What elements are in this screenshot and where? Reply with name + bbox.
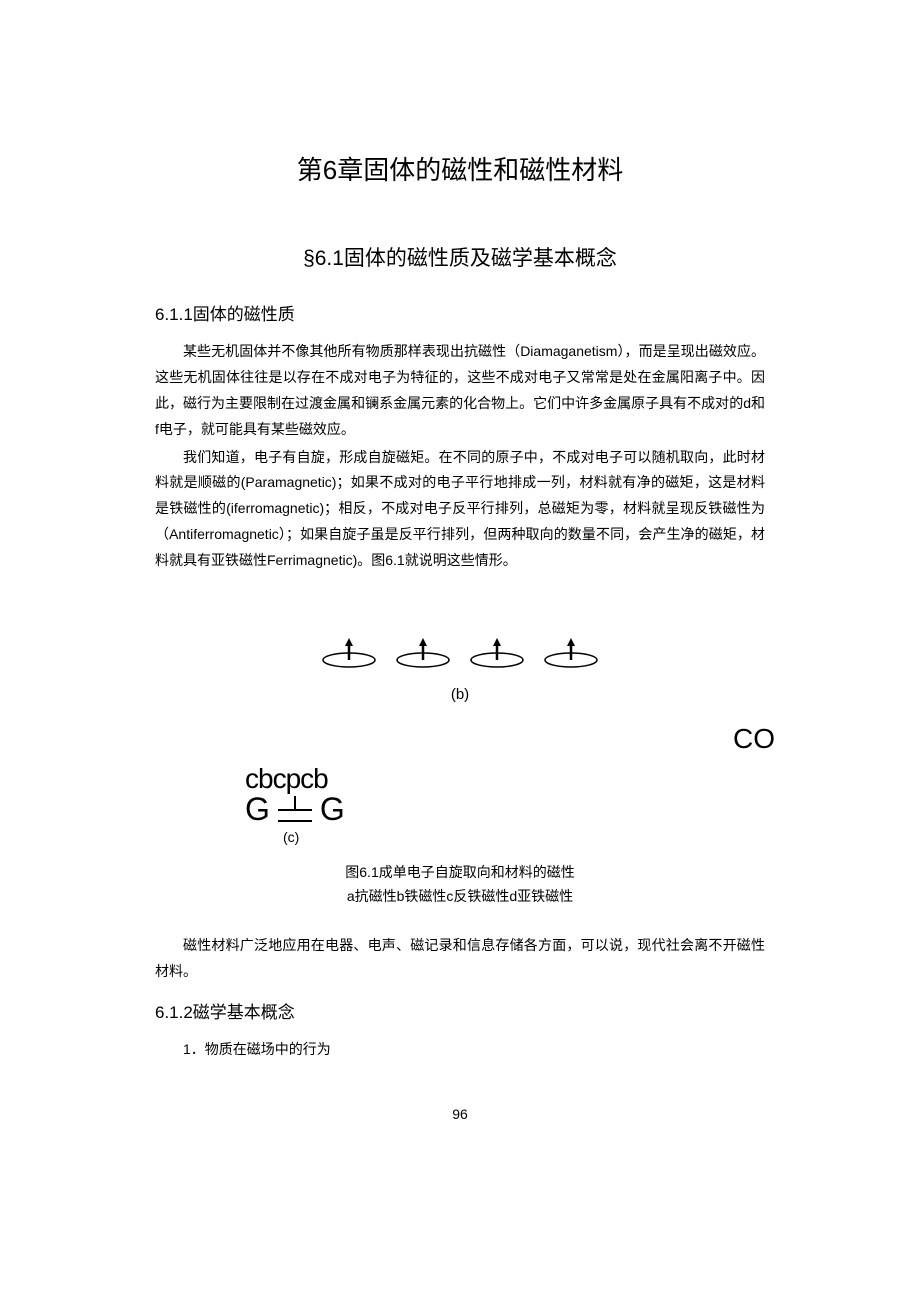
list-item-1: 1．物质在磁场中的行为 bbox=[155, 1037, 765, 1063]
paragraph-3: 磁性材料广泛地应用在电器、电声、磁记录和信息存储各方面，可以说，现代社会离不开磁… bbox=[155, 933, 765, 985]
spin-row-b bbox=[155, 634, 765, 674]
chapter-title: 第6章固体的磁性和磁性材料 bbox=[155, 150, 765, 187]
g-plusminus-g: G G bbox=[245, 791, 345, 828]
figure-label-b: (b) bbox=[155, 686, 765, 703]
plus-minus-icon bbox=[272, 796, 318, 824]
page-content: 第6章固体的磁性和磁性材料 §6.1固体的磁性质及磁学基本概念 6.1.1固体的… bbox=[0, 0, 920, 1063]
subsection-6-1-1: 6.1.1固体的磁性质 bbox=[155, 300, 765, 325]
page-number: 96 bbox=[0, 1106, 920, 1122]
co-text: CO bbox=[733, 723, 775, 755]
subsection-6-1-2: 6.1.2磁学基本概念 bbox=[155, 998, 765, 1023]
spin-icon bbox=[393, 634, 453, 674]
paragraph-2: 我们知道，电子有自旋，形成自旋磁矩。在不同的原子中，不成对电子可以随机取向，此时… bbox=[155, 445, 765, 574]
caption-line-1: 图6.1成单电子自旋取向和材料的磁性 bbox=[155, 861, 765, 885]
figure-6-1: (b) CO cbcpcb G G (c) 图6.1成单电子自旋取向和材料的磁性… bbox=[155, 634, 765, 909]
figure-mid-graphics: CO cbcpcb G G (c) bbox=[155, 733, 765, 853]
paragraph-1: 某些无机固体并不像其他所有物质那样表现出抗磁性（Diamaganetism），而… bbox=[155, 339, 765, 443]
figure-label-c: (c) bbox=[283, 829, 299, 845]
spin-icon bbox=[319, 634, 379, 674]
g-right: G bbox=[320, 791, 345, 828]
g-left: G bbox=[245, 791, 270, 828]
spin-icon bbox=[467, 634, 527, 674]
spin-icon bbox=[541, 634, 601, 674]
caption-line-2: a抗磁性b铁磁性c反铁磁性d亚铁磁性 bbox=[155, 885, 765, 909]
figure-caption: 图6.1成单电子自旋取向和材料的磁性 a抗磁性b铁磁性c反铁磁性d亚铁磁性 bbox=[155, 861, 765, 909]
section-title: §6.1固体的磁性质及磁学基本概念 bbox=[155, 242, 765, 272]
